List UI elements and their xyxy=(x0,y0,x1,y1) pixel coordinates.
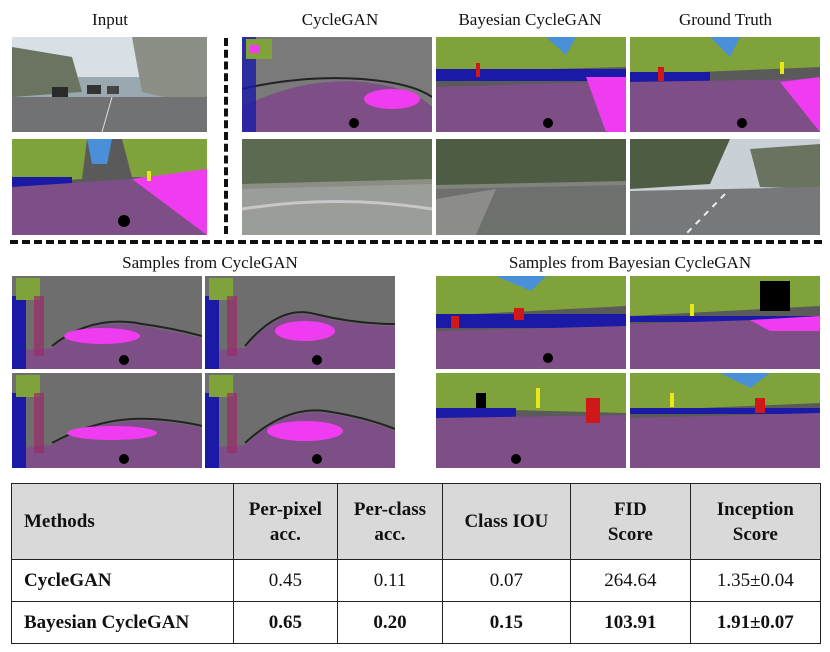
bayesian-output-photo xyxy=(436,139,626,235)
cell-fid: 103.91 xyxy=(570,601,691,644)
label-ground-truth: Ground Truth xyxy=(678,10,773,29)
cell-per-class: 0.11 xyxy=(337,559,443,602)
header-class-iou: Class IOU xyxy=(441,483,572,560)
cell-per-class: 0.20 xyxy=(337,601,443,644)
label-samples-bayesian: Samples from Bayesian CycleGAN xyxy=(508,253,752,272)
header-methods: Methods xyxy=(11,483,234,560)
cyclegan-output-seg xyxy=(242,37,432,132)
header-inception: Inception Score xyxy=(689,483,822,560)
table-row-bayesian-cyclegan: Bayesian CycleGAN 0.65 0.20 0.15 103.91 … xyxy=(11,601,822,644)
cyclegan-sample-1 xyxy=(12,276,202,369)
header-per-pixel: Per-pixel acc. xyxy=(232,483,339,560)
bayesian-sample-2 xyxy=(630,276,820,369)
cell-class-iou: 0.15 xyxy=(441,601,572,644)
bayesian-sample-3 xyxy=(436,373,626,468)
cyclegan-sample-3 xyxy=(12,373,202,468)
cell-method: Bayesian CycleGAN xyxy=(11,601,234,644)
label-cyclegan: CycleGAN xyxy=(301,10,379,29)
cell-per-pixel: 0.45 xyxy=(232,559,339,602)
vertical-separator xyxy=(224,38,228,234)
results-table: Methods Per-pixel acc. Per-class acc. Clas… xyxy=(11,483,822,644)
table-row-cyclegan: CycleGAN 0.45 0.11 0.07 264.64 1.35±0.04 xyxy=(11,559,822,602)
input-street-photo xyxy=(12,37,207,132)
ground-truth-seg xyxy=(630,37,820,132)
cell-fid: 264.64 xyxy=(570,559,691,602)
cyclegan-output-photo xyxy=(242,139,432,235)
bayesian-sample-1 xyxy=(436,276,626,369)
bayesian-output-seg xyxy=(436,37,626,132)
cell-method: CycleGAN xyxy=(11,559,234,602)
cell-class-iou: 0.07 xyxy=(441,559,572,602)
cyclegan-sample-4 xyxy=(205,373,395,468)
input-segmentation-map xyxy=(12,139,207,235)
cyclegan-sample-2 xyxy=(205,276,395,369)
label-input: Input xyxy=(92,10,128,29)
table-header-row: Methods Per-pixel acc. Per-class acc. Clas… xyxy=(11,483,822,560)
header-per-class: Per-class acc. xyxy=(337,483,443,560)
label-bayesian-cyclegan: Bayesian CycleGAN xyxy=(458,10,602,29)
cell-inception: 1.35±0.04 xyxy=(689,559,822,602)
label-samples-cyclegan: Samples from CycleGAN xyxy=(122,253,298,272)
cell-per-pixel: 0.65 xyxy=(232,601,339,644)
header-fid: FID Score xyxy=(570,483,691,560)
ground-truth-photo xyxy=(630,139,820,235)
bayesian-sample-4 xyxy=(630,373,820,468)
cell-inception: 1.91±0.07 xyxy=(689,601,822,644)
horizontal-separator xyxy=(10,240,822,244)
